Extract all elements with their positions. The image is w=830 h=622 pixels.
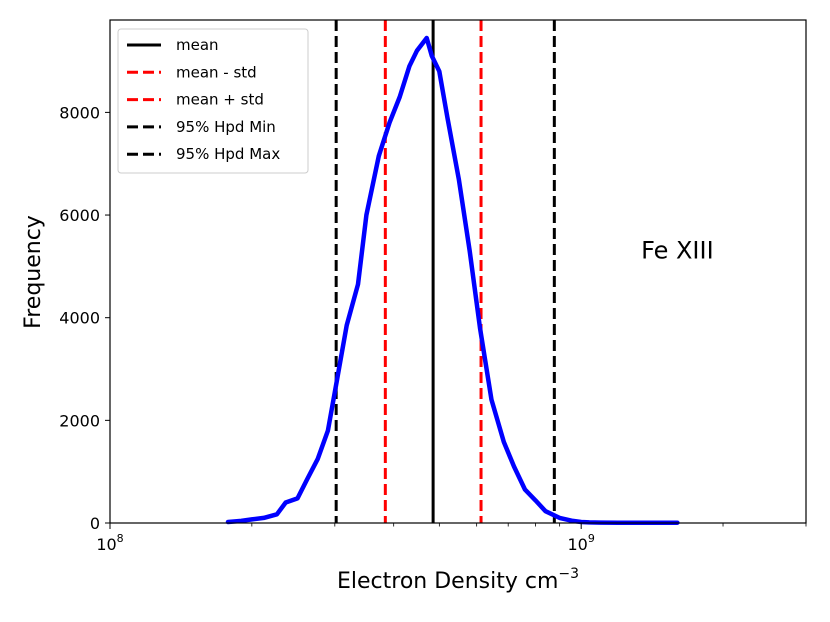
legend-label-4: 95% Hpd Max <box>176 145 280 163</box>
x-axis-label-exponent: −3 <box>558 566 579 582</box>
y-tick-label-1: 2000 <box>59 411 100 430</box>
x-axis-label: Electron Density cm−3 <box>337 566 579 594</box>
x-tick-label-1: 109 <box>568 532 595 554</box>
x-tick-label-0: 108 <box>96 532 123 554</box>
plot-frame <box>109 19 807 524</box>
legend: mean mean - std mean + std 95% Hpd Min 95% H… <box>117 28 309 174</box>
x-axis-label-main: Electron Density cm <box>337 569 558 594</box>
y-tick-label-0: 0 <box>90 514 100 533</box>
y-tick-label-4: 8000 <box>59 103 100 122</box>
legend-label-0: mean <box>176 36 219 54</box>
legend-box <box>117 28 309 174</box>
legend-label-3: 95% Hpd Min <box>176 118 276 136</box>
y-tick-label-3: 6000 <box>59 206 100 225</box>
y-tick-label-2: 4000 <box>59 309 100 328</box>
annotation: Fe XIII <box>641 237 714 265</box>
y-axis-label: Frequency <box>21 215 46 329</box>
series-line-0 <box>225 35 680 525</box>
legend-label-2: mean + std <box>176 91 264 109</box>
legend-label-1: mean - std <box>176 63 257 81</box>
